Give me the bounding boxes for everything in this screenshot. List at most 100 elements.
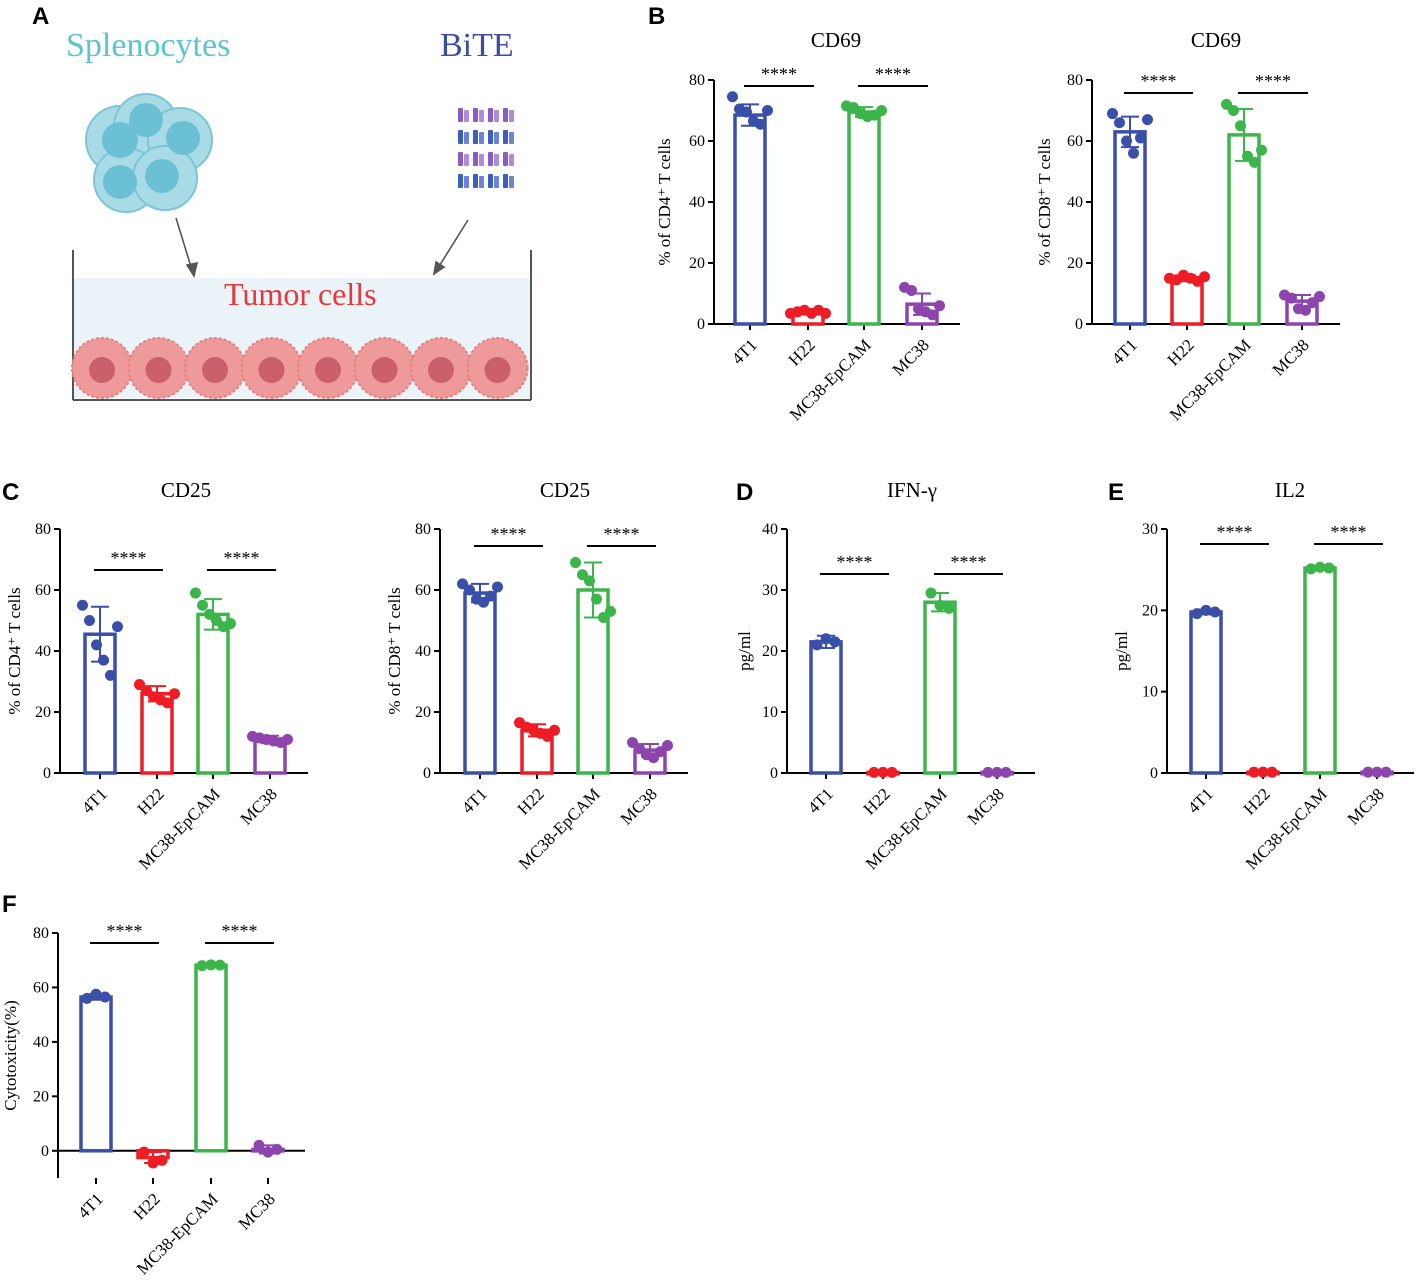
data-point xyxy=(1266,766,1278,778)
data-point xyxy=(1128,147,1139,159)
y-tick-label: 0 xyxy=(697,316,705,333)
data-point xyxy=(877,766,889,778)
y-tick-label: 0 xyxy=(423,765,431,782)
bite-block xyxy=(488,152,493,166)
bite-block xyxy=(494,154,499,166)
data-point xyxy=(1249,156,1260,168)
bite-block xyxy=(494,110,499,122)
data-point xyxy=(927,309,938,321)
bite-block xyxy=(464,132,469,144)
y-tick-label: 80 xyxy=(33,925,49,942)
y-tick-label: 0 xyxy=(43,765,51,782)
x-tick-label: H22 xyxy=(860,784,894,818)
data-point xyxy=(214,959,226,971)
splenocytes-label: Splenocytes xyxy=(66,27,230,64)
data-point xyxy=(196,960,208,972)
data-point xyxy=(570,557,581,569)
bite-block xyxy=(464,176,469,188)
data-point xyxy=(886,766,898,778)
y-tick-label: 80 xyxy=(35,521,51,538)
y-axis-label: % of CD8⁺ T cells xyxy=(385,587,404,714)
data-point xyxy=(138,1146,150,1158)
data-point xyxy=(605,605,616,617)
data-point xyxy=(1256,144,1267,156)
significance-label: **** xyxy=(1331,522,1367,542)
data-point xyxy=(162,697,173,709)
y-axis-label: % of CD8⁺ T cells xyxy=(1035,138,1054,265)
tumor-nucleus xyxy=(202,357,228,383)
data-point xyxy=(485,590,496,602)
y-tick-label: 30 xyxy=(762,582,778,599)
bite-block xyxy=(509,176,514,188)
data-point xyxy=(81,992,93,1004)
data-point xyxy=(811,639,823,651)
data-point xyxy=(90,988,102,1000)
bite-block xyxy=(479,176,484,188)
bite-block xyxy=(488,130,493,144)
data-point xyxy=(253,1139,265,1151)
data-point xyxy=(77,599,88,611)
data-point xyxy=(727,91,738,103)
data-point xyxy=(820,307,831,319)
chart-title: CD25 xyxy=(161,478,211,502)
bar-4t1 xyxy=(463,591,497,775)
data-point xyxy=(105,669,116,681)
tumor-nucleus xyxy=(315,357,341,383)
data-point xyxy=(1209,606,1221,618)
data-point xyxy=(169,688,180,700)
significance-label: **** xyxy=(875,64,911,84)
x-tick-label: MC38 xyxy=(237,784,281,828)
data-point xyxy=(925,587,937,599)
bite-block xyxy=(464,110,469,122)
x-tick-label: H22 xyxy=(514,784,548,818)
x-tick-label: H22 xyxy=(134,784,168,818)
bar-4t1 xyxy=(809,640,843,775)
y-tick-label: 20 xyxy=(33,1088,49,1105)
data-point xyxy=(1314,291,1325,303)
bite-block xyxy=(464,154,469,166)
tumor-nucleus xyxy=(428,357,454,383)
x-tick-label: H22 xyxy=(1240,784,1274,818)
bite-block xyxy=(509,110,514,122)
data-point xyxy=(1371,766,1383,778)
data-point xyxy=(982,766,994,778)
bite-molecules-icon xyxy=(458,108,514,188)
y-tick-label: 10 xyxy=(762,704,778,721)
data-point xyxy=(762,105,773,116)
x-tick-label: 4T1 xyxy=(458,784,491,817)
x-tick-label: H22 xyxy=(785,335,819,369)
y-tick-label: 80 xyxy=(415,521,431,538)
y-tick-label: 10 xyxy=(1142,684,1158,701)
bite-block xyxy=(479,154,484,166)
chart-title: CD25 xyxy=(540,478,590,502)
y-tick-label: 20 xyxy=(1142,602,1158,619)
data-point xyxy=(262,1146,274,1158)
bite-block xyxy=(458,108,463,122)
significance-label: **** xyxy=(1217,522,1253,542)
chart-title: CD69 xyxy=(1191,28,1241,52)
arrows xyxy=(175,217,469,279)
data-point xyxy=(934,300,945,312)
bite-block xyxy=(503,152,508,166)
data-point xyxy=(1235,120,1246,132)
data-point xyxy=(755,118,766,130)
data-point xyxy=(464,584,475,596)
y-axis-label: pg/ml xyxy=(735,631,754,671)
y-axis-label: Cytotoxicity(%) xyxy=(1,1000,20,1110)
data-point xyxy=(1305,563,1317,575)
data-point xyxy=(584,575,595,587)
bar-4t1 xyxy=(733,113,767,326)
y-tick-label: 20 xyxy=(35,704,51,721)
x-tick-label: 4T1 xyxy=(1184,784,1217,817)
panel-letter-e: E xyxy=(1108,479,1124,506)
x-tick-label: 4T1 xyxy=(804,784,837,817)
data-point xyxy=(1314,561,1326,573)
x-tick-label: 4T1 xyxy=(728,335,761,368)
y-tick-label: 0 xyxy=(1075,316,1083,333)
y-tick-label: 60 xyxy=(35,582,51,599)
bite-block xyxy=(503,108,508,122)
data-point xyxy=(829,636,841,648)
significance-label: **** xyxy=(491,524,527,544)
chart-cd69-cd8: CD69 % of CD8⁺ T cells 0 20 40 60 80 4T1 H22 MC38… xyxy=(1035,28,1340,424)
